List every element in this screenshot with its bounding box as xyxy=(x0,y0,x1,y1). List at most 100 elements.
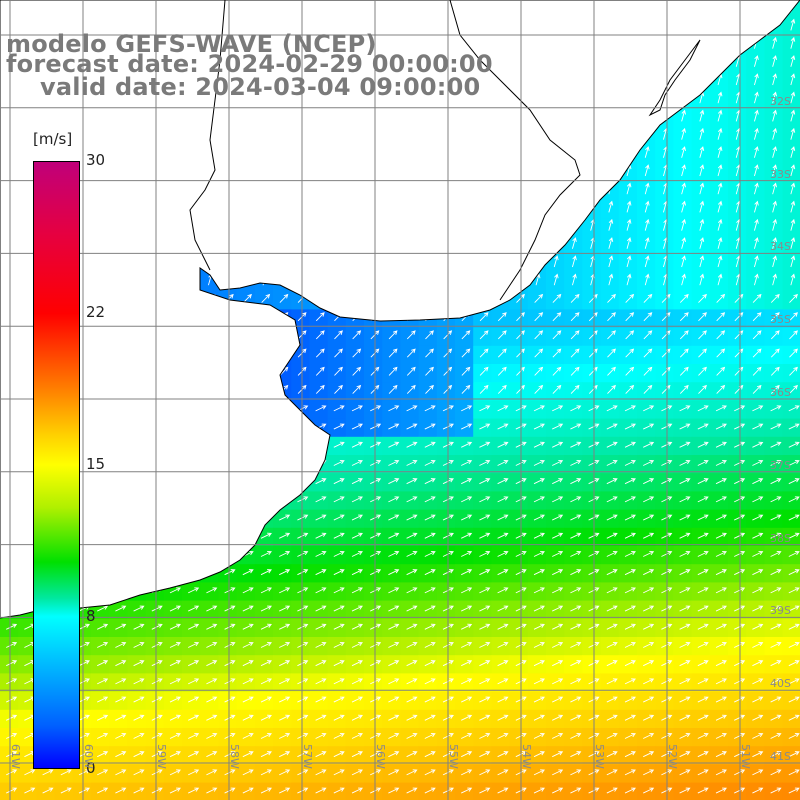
wind-arrow xyxy=(260,587,272,594)
lagoon xyxy=(648,39,701,117)
wind-arrow xyxy=(115,623,127,630)
wind-arrow xyxy=(461,714,473,721)
wind-arrow xyxy=(461,569,473,576)
wind-arrow xyxy=(715,550,727,557)
wind-arrow xyxy=(770,660,782,667)
wind-arrow xyxy=(734,405,746,412)
wind-arrow xyxy=(315,641,327,648)
wind-arrow xyxy=(169,587,181,594)
wind-arrow xyxy=(698,348,707,358)
wind-arrow xyxy=(606,550,618,557)
wind-arrow xyxy=(533,532,545,539)
wind-arrow xyxy=(570,441,582,448)
wind-arrow xyxy=(588,348,598,358)
wind-arrow xyxy=(552,641,564,648)
wind-arrow xyxy=(534,366,544,376)
wind-arrow xyxy=(260,623,272,630)
wind-arrow xyxy=(606,787,618,794)
wind-arrow xyxy=(644,164,650,177)
wind-arrow xyxy=(151,623,163,630)
wind-arrow xyxy=(351,532,363,539)
wind-arrow xyxy=(734,532,746,539)
wind-arrow xyxy=(788,569,800,576)
wind-arrow xyxy=(97,751,109,758)
wind-arrow xyxy=(770,312,780,322)
wind-arrow xyxy=(697,732,709,739)
wind-arrow xyxy=(752,641,764,648)
wind-arrow xyxy=(333,587,345,594)
wind-arrow xyxy=(734,641,746,648)
wind-arrow xyxy=(699,237,705,249)
wind-arrow xyxy=(570,787,582,794)
wind-arrow xyxy=(770,751,782,758)
wind-arrow xyxy=(188,660,200,667)
wind-arrow xyxy=(772,109,777,122)
wind-arrow xyxy=(479,550,491,557)
wind-arrow xyxy=(552,678,564,685)
wind-arrow xyxy=(772,218,777,231)
wind-arrow xyxy=(552,293,562,303)
wind-arrow xyxy=(169,714,181,721)
wind-arrow xyxy=(661,478,673,485)
wind-arrow xyxy=(242,714,254,721)
wind-arrow xyxy=(606,587,618,594)
wind-arrow xyxy=(717,273,723,286)
wind-arrow xyxy=(679,459,691,466)
wind-arrow xyxy=(188,751,200,758)
wind-arrow xyxy=(461,678,473,685)
wind-arrow xyxy=(570,459,582,466)
wind-arrow xyxy=(679,696,691,703)
wind-arrow xyxy=(770,532,782,539)
wind-arrow xyxy=(643,496,655,503)
wind-arrow xyxy=(625,312,635,322)
wind-arrow xyxy=(534,330,544,340)
wind-arrow xyxy=(643,366,653,376)
wind-arrow xyxy=(188,696,200,703)
wind-arrow xyxy=(333,405,345,412)
wind-arrow xyxy=(661,696,673,703)
wind-arrow xyxy=(553,273,559,286)
wind-arrow xyxy=(790,146,796,158)
wind-arrow xyxy=(697,641,709,648)
wind-arrow xyxy=(772,73,777,86)
wind-arrow xyxy=(681,146,686,158)
wind-arrow xyxy=(388,751,400,758)
wind-arrow xyxy=(533,587,545,594)
wind-arrow xyxy=(6,787,18,794)
wind-arrow xyxy=(790,182,796,195)
wind-arrow xyxy=(752,405,764,412)
wind-arrow xyxy=(169,696,181,703)
wind-arrow xyxy=(351,569,363,576)
wind-arrow xyxy=(624,769,636,776)
wind-arrow xyxy=(606,441,618,448)
wind-arrow xyxy=(570,641,582,648)
wind-arrow xyxy=(242,751,254,758)
wind-arrow xyxy=(644,273,650,286)
wind-arrow xyxy=(570,348,580,358)
wind-arrow xyxy=(788,478,800,485)
wind-arrow xyxy=(607,384,616,394)
wind-arrow xyxy=(679,714,691,721)
wind-arrow xyxy=(388,605,400,612)
wind-arrow xyxy=(133,732,145,739)
wind-arrow xyxy=(279,569,291,576)
wind-arrow xyxy=(697,696,709,703)
wind-arrow xyxy=(388,714,400,721)
wind-arrow xyxy=(425,384,434,394)
wind-arrow xyxy=(770,732,782,739)
wind-arrow xyxy=(588,293,598,303)
wind-arrow xyxy=(206,660,218,667)
wind-arrow xyxy=(242,623,254,630)
wind-arrow xyxy=(624,714,636,721)
wind-arrow xyxy=(424,623,436,630)
wind-arrow xyxy=(133,787,145,794)
wind-arrow xyxy=(224,569,236,576)
wind-arrow xyxy=(552,348,562,358)
wind-arrow xyxy=(679,348,689,358)
wind-arrow xyxy=(169,623,181,630)
wind-arrow xyxy=(333,478,345,485)
wind-arrow xyxy=(151,660,163,667)
wind-arrow xyxy=(770,293,780,303)
wind-arrow xyxy=(608,218,614,231)
wind-arrow xyxy=(6,623,18,630)
